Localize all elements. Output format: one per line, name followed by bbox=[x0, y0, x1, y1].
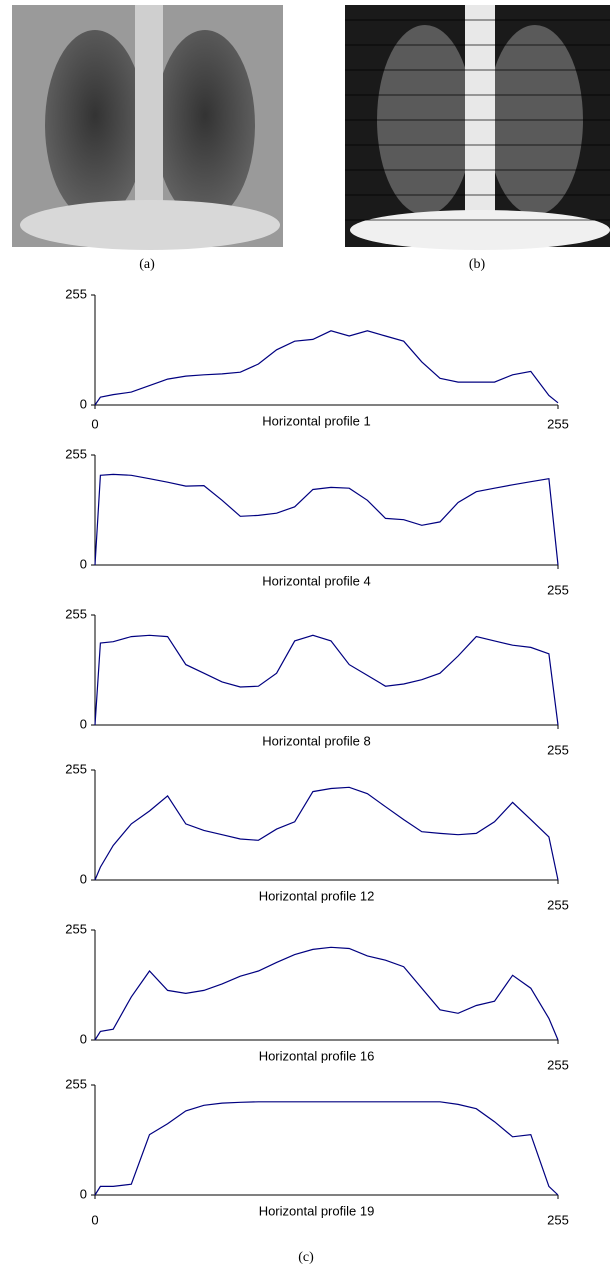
y-tick-label: 0 bbox=[80, 716, 87, 731]
caption: (b) bbox=[469, 257, 486, 272]
y-tick-label: 255 bbox=[65, 761, 87, 776]
caption: (a) bbox=[139, 257, 155, 272]
profile-line bbox=[94, 634, 559, 726]
y-tick-label: 255 bbox=[65, 446, 87, 461]
x-axis-label: Horizontal profile 8 bbox=[262, 733, 370, 748]
x-tick-label: 0 bbox=[91, 1212, 98, 1227]
profile-line bbox=[94, 473, 559, 566]
y-tick-label: 0 bbox=[80, 556, 87, 571]
x-axis-label: Horizontal profile 19 bbox=[259, 1203, 375, 1218]
x-tick-label: 0 bbox=[91, 416, 98, 431]
xray-image-b bbox=[345, 5, 610, 250]
x-axis-label: Horizontal profile 12 bbox=[259, 888, 375, 903]
y-tick-label: 255 bbox=[65, 286, 87, 301]
x-tick-label: 255 bbox=[547, 1212, 569, 1227]
y-tick-label: 255 bbox=[65, 1076, 87, 1091]
x-tick-label: 255 bbox=[547, 416, 569, 431]
x-tick-label: 255 bbox=[547, 1057, 569, 1072]
x-tick-label: 255 bbox=[547, 742, 569, 757]
y-tick-label: 0 bbox=[80, 396, 87, 411]
x-axis-label: Horizontal profile 16 bbox=[259, 1048, 375, 1063]
y-tick-label: 0 bbox=[80, 871, 87, 886]
profile-line bbox=[94, 946, 559, 1041]
xray-image-a bbox=[12, 5, 283, 250]
y-tick-label: 0 bbox=[80, 1186, 87, 1201]
x-axis-label: Horizontal profile 1 bbox=[262, 413, 370, 428]
y-tick-label: 255 bbox=[65, 606, 87, 621]
caption: (c) bbox=[298, 1250, 314, 1265]
x-axis-label: Horizontal profile 4 bbox=[262, 573, 370, 588]
profile-line bbox=[94, 330, 559, 406]
x-tick-label: 255 bbox=[547, 582, 569, 597]
profile-line bbox=[94, 786, 559, 881]
y-tick-label: 255 bbox=[65, 921, 87, 936]
profile-line bbox=[94, 1101, 559, 1196]
x-tick-label: 255 bbox=[547, 897, 569, 912]
y-tick-label: 0 bbox=[80, 1031, 87, 1046]
